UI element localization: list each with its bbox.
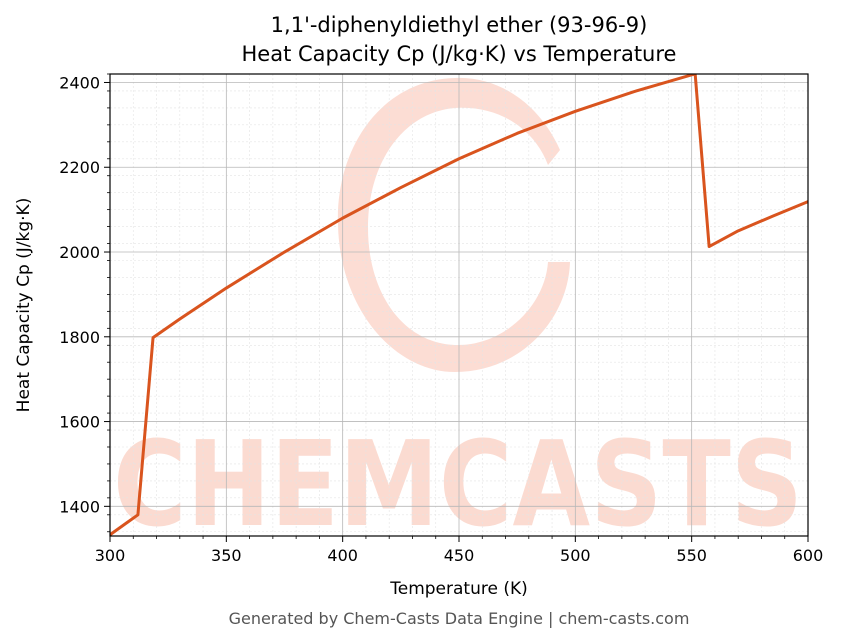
footer-credit: Generated by Chem-Casts Data Engine | ch… bbox=[229, 609, 690, 628]
y-axis: 1400 1600 1800 2000 2200 2400 bbox=[59, 73, 110, 533]
x-tick-label: 400 bbox=[327, 546, 358, 565]
x-tick-label: 600 bbox=[793, 546, 824, 565]
x-axis: 300 350 400 450 500 550 600 bbox=[95, 536, 824, 565]
x-tick-label: 450 bbox=[444, 546, 475, 565]
x-tick-label: 550 bbox=[676, 546, 707, 565]
heat-capacity-series-line bbox=[110, 74, 808, 536]
watermark-logo-swirl bbox=[337, 77, 570, 373]
watermark-text: CHEMCASTS bbox=[113, 415, 803, 553]
x-tick-label: 500 bbox=[560, 546, 591, 565]
chemcasts-watermark: CHEMCASTS bbox=[113, 77, 803, 553]
series-layer bbox=[110, 74, 808, 536]
y-tick-label: 1800 bbox=[59, 328, 100, 347]
chart-title-line1: 1,1'-diphenyldiethyl ether (93-96-9) bbox=[271, 13, 648, 37]
y-axis-label: Heat Capacity Cp (J/kg·K) bbox=[14, 198, 34, 413]
x-axis-label: Temperature (K) bbox=[389, 579, 528, 599]
y-tick-label: 1400 bbox=[59, 497, 100, 516]
y-tick-label: 1600 bbox=[59, 413, 100, 432]
x-tick-label: 350 bbox=[211, 546, 242, 565]
y-tick-label: 2000 bbox=[59, 243, 100, 262]
x-tick-label: 300 bbox=[95, 546, 126, 565]
y-tick-label: 2400 bbox=[59, 73, 100, 92]
y-tick-label: 2200 bbox=[59, 158, 100, 177]
chart-title-line2: Heat Capacity Cp (J/kg·K) vs Temperature bbox=[242, 42, 677, 66]
